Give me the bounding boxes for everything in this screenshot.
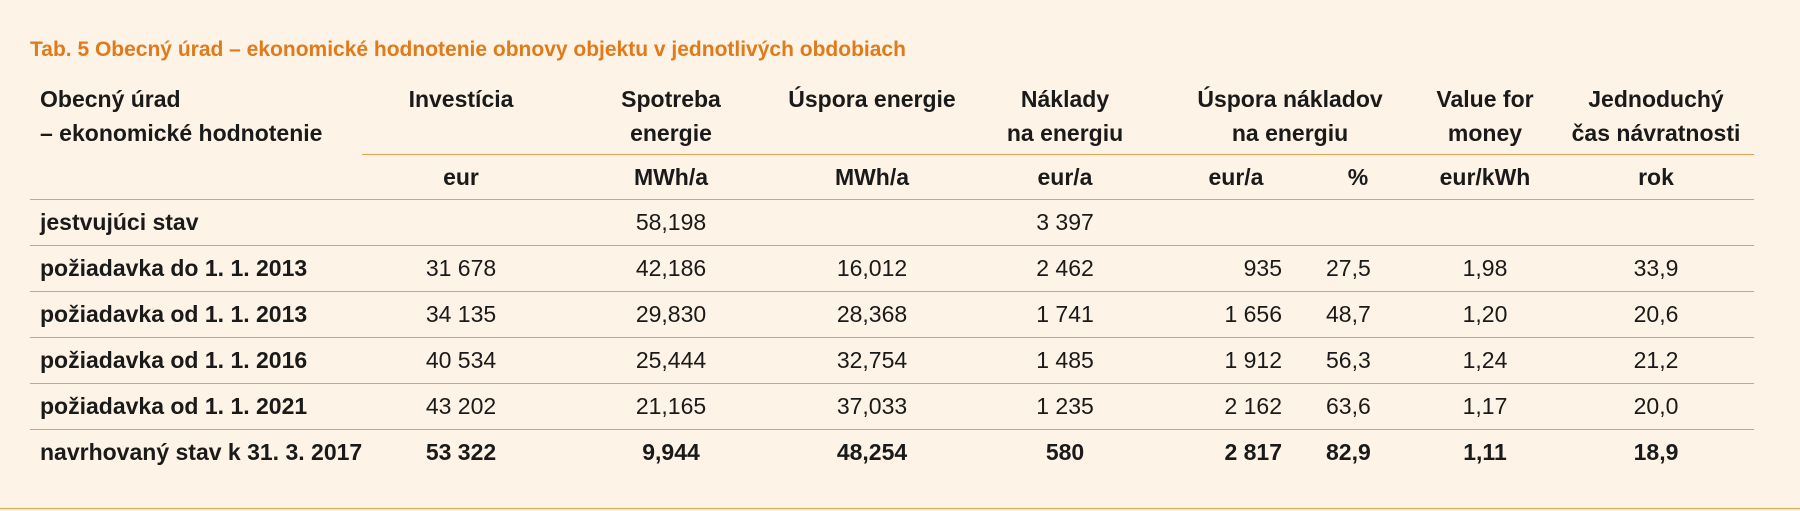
unit-cell: MWh/a bbox=[633, 163, 709, 190]
units-row: eur MWh/a MWh/a eur/a eur/a % eur/kWh ro… bbox=[30, 154, 1754, 199]
table-cell bbox=[1168, 198, 1304, 245]
header-spotreba-line1: Spotreba bbox=[621, 86, 721, 112]
table-cell: 56,3 bbox=[1304, 336, 1412, 383]
table-cell: 21,165 bbox=[560, 382, 782, 429]
row-label: požiadavka od 1. 1. 2021 bbox=[30, 382, 362, 429]
unit-cell: MWh/a bbox=[834, 163, 910, 190]
table-cell: 28,368 bbox=[782, 290, 962, 337]
table-cell bbox=[782, 198, 962, 245]
table-cell: 82,9 bbox=[1304, 428, 1412, 475]
row-label: požiadavka od 1. 1. 2013 bbox=[30, 290, 362, 337]
bottom-divider bbox=[0, 508, 1800, 509]
header-first-line2: – ekonomické hodnotenie bbox=[40, 120, 323, 146]
header-cas-navratnosti: Jednoduchý čas návratnosti bbox=[1558, 74, 1754, 155]
table-row-total: navrhovaný stav k 31. 3. 2017 53 322 9,9… bbox=[30, 428, 1754, 475]
table-cell: 935 bbox=[1168, 244, 1304, 291]
unit-cell: eur/a bbox=[1208, 163, 1264, 190]
table-cell: 20,0 bbox=[1558, 382, 1754, 429]
table-cell: 31 678 bbox=[362, 244, 560, 291]
table-cell: 1,20 bbox=[1412, 290, 1558, 337]
unit-cell: rok bbox=[1638, 163, 1674, 190]
unit-cell: eur/a bbox=[1037, 163, 1093, 190]
table-cell: 3 397 bbox=[962, 198, 1168, 245]
row-label: jestvujúci stav bbox=[30, 198, 362, 245]
table-cell: 580 bbox=[962, 428, 1168, 475]
table-cell: 2 462 bbox=[962, 244, 1168, 291]
table-row: požiadavka do 1. 1. 2013 31 678 42,186 1… bbox=[30, 244, 1754, 291]
table-cell: 2 817 bbox=[1168, 428, 1304, 475]
table-caption: Tab. 5 Obecný úrad – ekonomické hodnoten… bbox=[30, 38, 906, 61]
table-cell: 2 162 bbox=[1168, 382, 1304, 429]
table-row: požiadavka od 1. 1. 2013 34 135 29,830 2… bbox=[30, 290, 1754, 337]
table-cell: 1 485 bbox=[962, 336, 1168, 383]
table-cell: 18,9 bbox=[1558, 428, 1754, 475]
table-cell bbox=[1558, 198, 1754, 245]
table-cell: 40 534 bbox=[362, 336, 560, 383]
table-cell: 29,830 bbox=[560, 290, 782, 337]
table-cell: 16,012 bbox=[782, 244, 962, 291]
table-cell: 9,944 bbox=[560, 428, 782, 475]
header-row: Obecný úrad – ekonomické hodnotenie Inve… bbox=[30, 74, 1754, 155]
table-cell bbox=[1304, 198, 1412, 245]
table-cell: 58,198 bbox=[560, 198, 782, 245]
header-naklady-na-energiu: Náklady na energiu bbox=[962, 74, 1168, 155]
table-cell bbox=[362, 198, 560, 245]
header-value-for-money: Value for money bbox=[1412, 74, 1558, 155]
header-vfm-line2: money bbox=[1447, 120, 1523, 146]
table-cell: 1,17 bbox=[1412, 382, 1558, 429]
header-obecny-urad: Obecný úrad – ekonomické hodnotenie bbox=[30, 74, 362, 199]
table-cell: 42,186 bbox=[560, 244, 782, 291]
header-cas-line1: Jednoduchý bbox=[1588, 86, 1724, 112]
table-cell bbox=[1412, 198, 1558, 245]
table-cell: 53 322 bbox=[362, 428, 560, 475]
table-row: požiadavka od 1. 1. 2016 40 534 25,444 3… bbox=[30, 336, 1754, 383]
table-cell: 1 912 bbox=[1168, 336, 1304, 383]
header-uspora-nakladov-line1: Úspora nákladov bbox=[1197, 86, 1383, 112]
table-cell: 20,6 bbox=[1558, 290, 1754, 337]
header-naklady-line2: na energiu bbox=[1006, 120, 1124, 146]
table-cell: 33,9 bbox=[1558, 244, 1754, 291]
table-cell: 1,24 bbox=[1412, 336, 1558, 383]
table-cell: 27,5 bbox=[1304, 244, 1412, 291]
table-cell: 21,2 bbox=[1558, 336, 1754, 383]
unit-cell: eur/kWh bbox=[1439, 163, 1531, 190]
table-cell: 1,98 bbox=[1412, 244, 1558, 291]
header-uspora-energie-label: Úspora energie bbox=[788, 86, 956, 112]
header-uspora-nakladov: Úspora nákladov na energiu bbox=[1168, 74, 1412, 155]
header-spotreba-energie: Spotreba energie bbox=[560, 74, 782, 155]
header-investicia-label: Investícia bbox=[408, 86, 514, 112]
table-cell: 48,7 bbox=[1304, 290, 1412, 337]
table-cell: 34 135 bbox=[362, 290, 560, 337]
table-cell: 32,754 bbox=[782, 336, 962, 383]
header-first-line1: Obecný úrad bbox=[40, 86, 181, 112]
header-investicia: Investícia bbox=[362, 74, 560, 155]
table-cell: 1 741 bbox=[962, 290, 1168, 337]
economic-evaluation-table: Obecný úrad – ekonomické hodnotenie Inve… bbox=[30, 74, 1754, 475]
unit-cell: eur bbox=[443, 163, 479, 190]
table-cell: 1 235 bbox=[962, 382, 1168, 429]
table-cell: 1 656 bbox=[1168, 290, 1304, 337]
table-cell: 48,254 bbox=[782, 428, 962, 475]
header-uspora-nakladov-line2: na energiu bbox=[1231, 120, 1349, 146]
table-cell: 63,6 bbox=[1304, 382, 1412, 429]
header-spotreba-line2: energie bbox=[630, 120, 712, 146]
table-cell: 1,11 bbox=[1412, 428, 1558, 475]
row-label: navrhovaný stav k 31. 3. 2017 bbox=[30, 428, 362, 475]
table-cell: 43 202 bbox=[362, 382, 560, 429]
table-cell: 37,033 bbox=[782, 382, 962, 429]
table-row: jestvujúci stav 58,198 3 397 bbox=[30, 198, 1754, 245]
table-row: požiadavka od 1. 1. 2021 43 202 21,165 3… bbox=[30, 382, 1754, 429]
unit-cell: % bbox=[1347, 163, 1369, 190]
header-vfm-line1: Value for bbox=[1436, 86, 1534, 112]
row-label: požiadavka do 1. 1. 2013 bbox=[30, 244, 362, 291]
row-label: požiadavka od 1. 1. 2016 bbox=[30, 336, 362, 383]
table-cell: 25,444 bbox=[560, 336, 782, 383]
header-naklady-line1: Náklady bbox=[1020, 86, 1110, 112]
header-cas-line2: čas návratnosti bbox=[1571, 120, 1741, 146]
header-uspora-energie: Úspora energie bbox=[782, 74, 962, 155]
